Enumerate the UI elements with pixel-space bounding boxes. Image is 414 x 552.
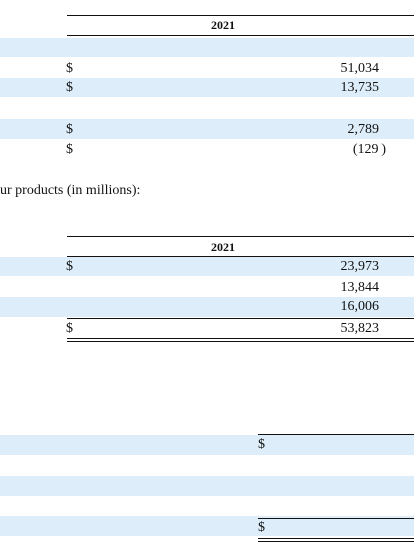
table2-row1-value: 23,973	[340, 259, 380, 274]
table1-row3-dollar: $	[66, 122, 73, 137]
table3-top-dollar: $	[258, 437, 265, 452]
table1-header-rule	[67, 35, 414, 36]
table1-row4-value: (129 )	[352, 142, 386, 157]
table1-band-2	[0, 78, 414, 97]
table1-row2-dollar: $	[66, 80, 73, 95]
table2-total-double-rule	[67, 338, 414, 342]
table3-band-1	[0, 435, 414, 455]
table2-row3-value: 16,006	[340, 299, 380, 314]
table3-top-rule	[258, 434, 414, 435]
table1-row1-value: 51,034	[340, 61, 380, 76]
table2-header-rule	[67, 256, 414, 257]
table2-band-1	[0, 257, 414, 276]
table2-top-rule	[67, 236, 414, 237]
table1-row4-dollar: $	[66, 142, 73, 157]
table1-band-3	[0, 119, 414, 139]
table3-band-2	[0, 476, 414, 496]
table2-row1-dollar: $	[66, 259, 73, 274]
table1-row2-value: 13,735	[340, 80, 380, 95]
table2-row2-value: 13,844	[340, 280, 380, 295]
table3-subtotal-rule	[258, 518, 414, 519]
table1-top-rule	[67, 15, 414, 16]
table2-subtotal-rule	[67, 318, 414, 319]
table2-total-dollar: $	[66, 321, 73, 336]
table2-year-header: 2021	[211, 240, 235, 254]
table1-year-header: 2021	[211, 18, 235, 32]
table3-total-double-rule	[258, 538, 414, 542]
table3-band-3	[0, 516, 414, 536]
table2-band-2	[0, 297, 414, 317]
table1-band-1	[0, 38, 414, 57]
table2-total-value: 53,823	[340, 321, 380, 336]
table1-row1-dollar: $	[66, 61, 73, 76]
table1-row3-value: 2,789	[347, 122, 380, 137]
table3-bottom-dollar: $	[258, 520, 265, 535]
section-intro-text: ur products (in millions):	[0, 183, 141, 198]
